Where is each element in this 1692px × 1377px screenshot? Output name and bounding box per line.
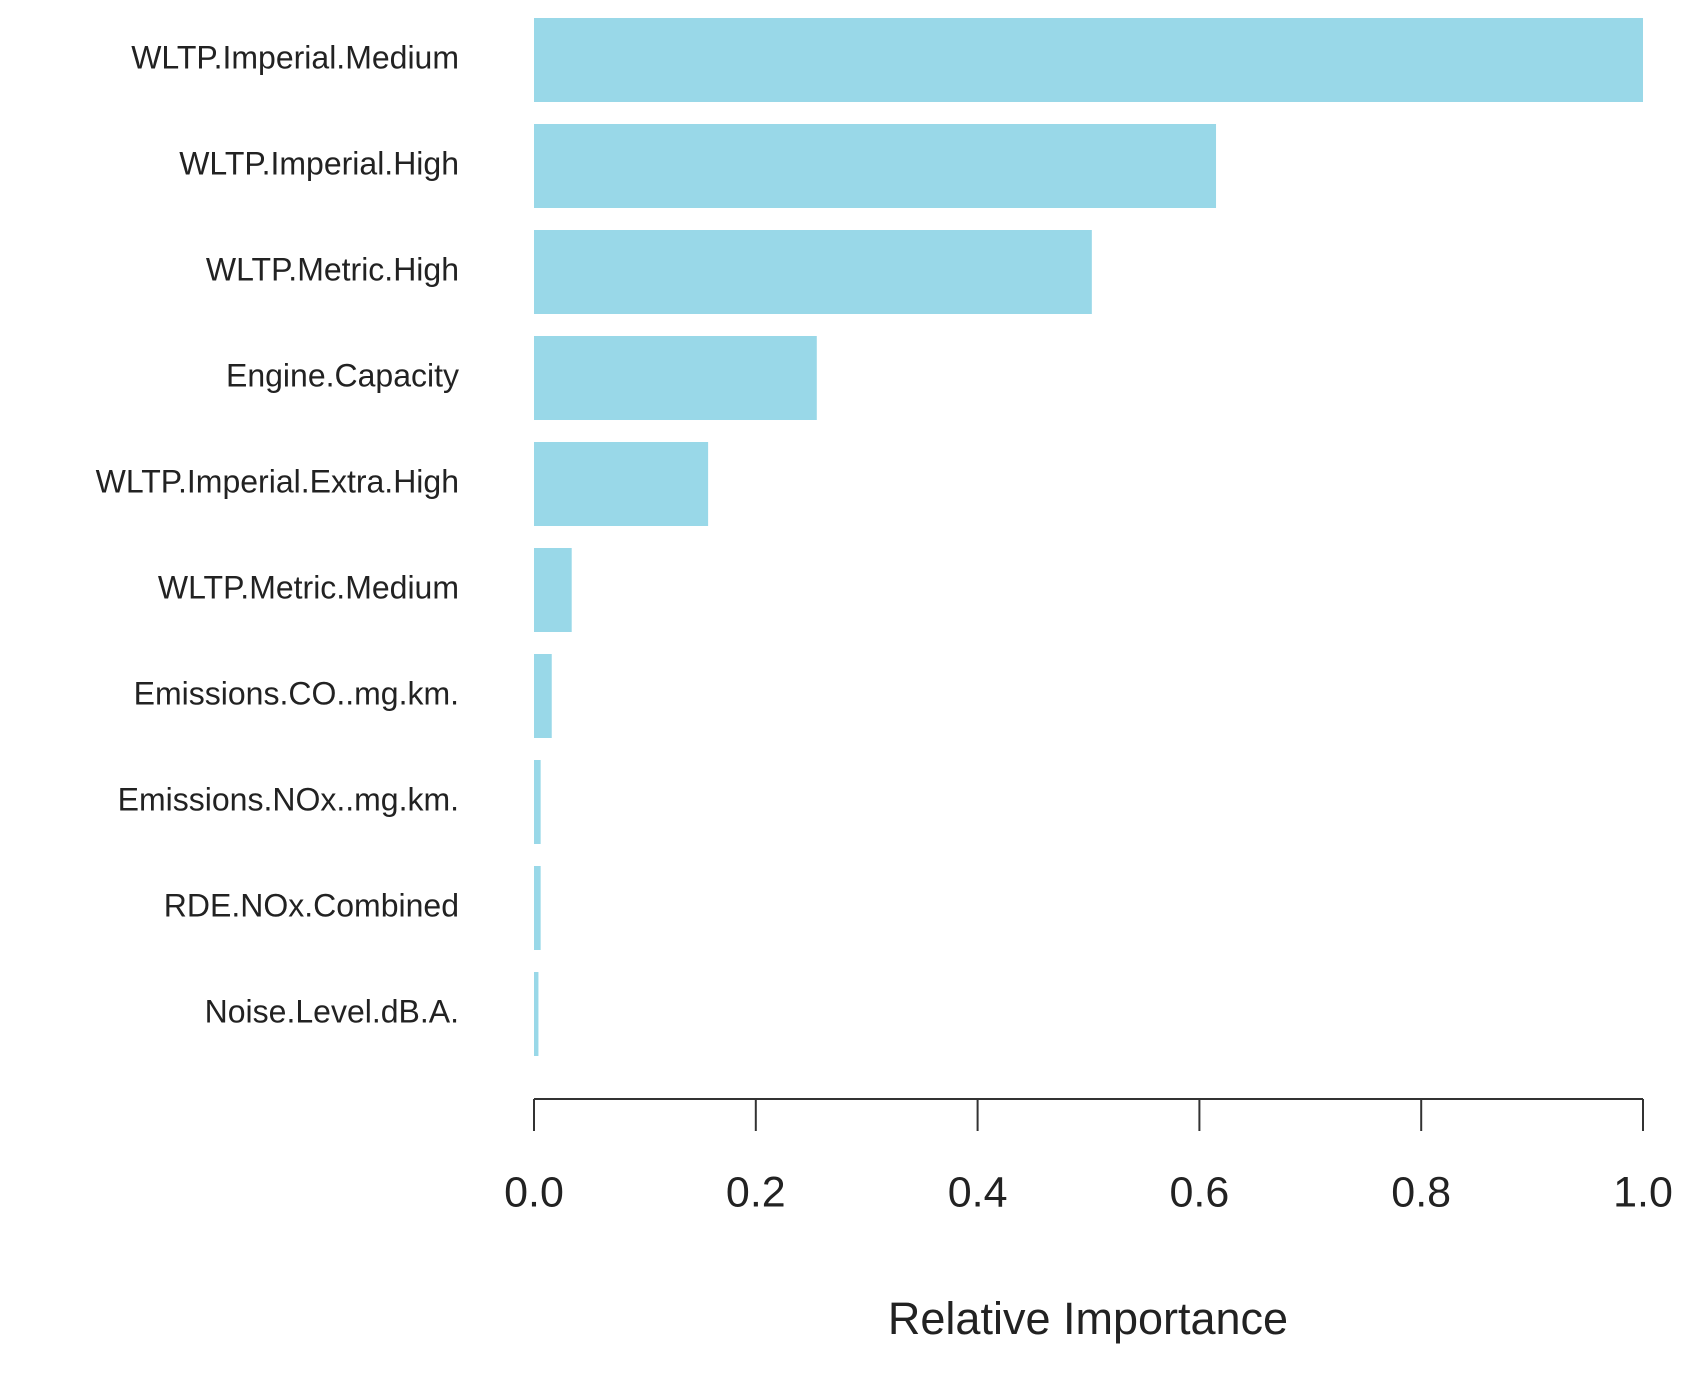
bar [534, 760, 541, 844]
y-tick-label: Engine.Capacity [226, 357, 459, 393]
x-tick-label: 0.6 [1170, 1168, 1230, 1216]
x-axis-title: Relative Importance [888, 1293, 1288, 1344]
x-tick-label: 0.8 [1391, 1168, 1451, 1216]
y-tick-label: WLTP.Metric.Medium [158, 569, 459, 605]
x-tick-label: 1.0 [1613, 1168, 1673, 1216]
bar [534, 442, 709, 526]
y-tick-label: WLTP.Imperial.Medium [131, 39, 459, 75]
y-tick-label: Noise.Level.dB.A. [205, 993, 459, 1029]
bar [534, 124, 1217, 208]
y-tick-label: WLTP.Imperial.High [179, 145, 459, 181]
bar [534, 230, 1092, 314]
bar [534, 866, 541, 950]
y-tick-label: Emissions.NOx..mg.km. [118, 781, 459, 817]
bar [534, 18, 1643, 102]
y-tick-label: Emissions.CO..mg.km. [134, 675, 459, 711]
y-tick-label: RDE.NOx.Combined [164, 887, 459, 923]
y-tick-label: WLTP.Imperial.Extra.High [96, 463, 459, 499]
bar [534, 548, 572, 632]
y-tick-label: WLTP.Metric.High [206, 251, 459, 287]
bar [534, 654, 552, 738]
x-tick-label: 0.2 [726, 1168, 786, 1216]
bar [534, 336, 817, 420]
x-tick-label: 0.0 [504, 1168, 564, 1216]
x-tick-label: 0.4 [948, 1168, 1008, 1216]
bar [534, 972, 539, 1056]
